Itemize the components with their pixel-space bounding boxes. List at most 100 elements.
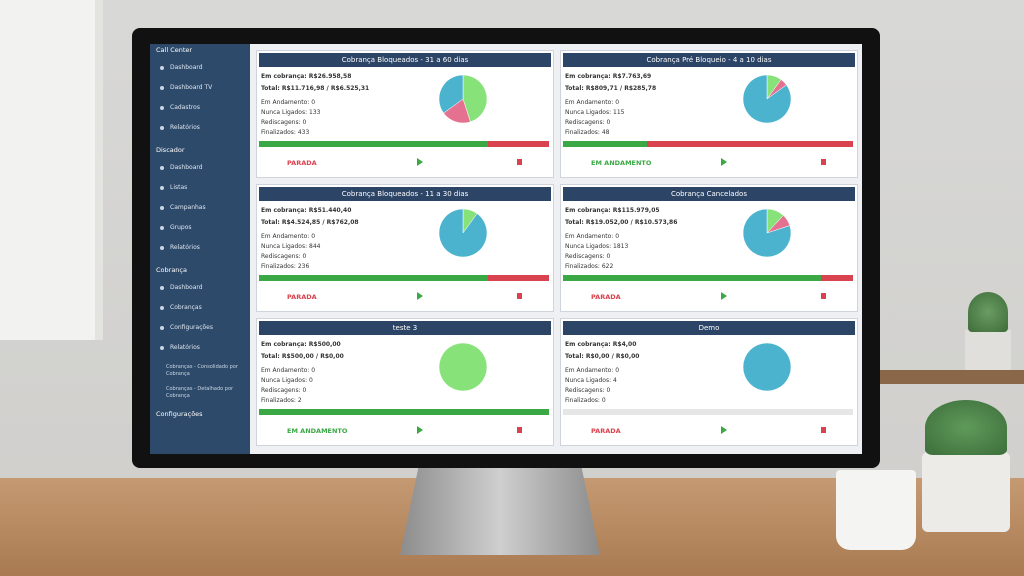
progress-segment: [563, 275, 822, 281]
menu-item[interactable]: Dashboard: [160, 284, 203, 291]
stat: Rediscagens: 0: [565, 387, 611, 394]
card: Cobrança Bloqueados - 31 a 60 dias Em cob…: [256, 50, 554, 178]
total: Total: R$11.716,98 / R$6.525,31: [261, 85, 370, 92]
stat: Rediscagens: 0: [261, 387, 307, 394]
menu-item[interactable]: Grupos: [160, 224, 192, 231]
progress-segment: [259, 141, 489, 147]
stat: Nunca Ligados: 133: [261, 109, 321, 116]
delete-button[interactable]: [517, 427, 522, 433]
menu-item[interactable]: Dashboard TV: [160, 84, 212, 91]
play-button[interactable]: [721, 292, 727, 300]
menu-item[interactable]: Relatórios: [160, 344, 200, 351]
pie-chart: [742, 74, 792, 124]
stat: Finalizados: 48: [565, 129, 610, 136]
status: PARADA: [591, 427, 621, 435]
delete-button[interactable]: [821, 159, 826, 165]
menu-item[interactable]: Relatórios: [160, 124, 200, 131]
status: EM ANDAMENTO: [591, 159, 652, 167]
pie-slice: [742, 342, 792, 392]
progress-bar: [259, 275, 549, 281]
em-cobranca: Em cobrança: R$500,00: [261, 341, 341, 348]
stat: Rediscagens: 0: [565, 119, 611, 126]
sidebar: Call Center Dashboard Dashboard TV Cadastro…: [150, 44, 250, 454]
em-cobranca: Em cobrança: R$51.440,40: [261, 207, 352, 214]
menu-item[interactable]: Relatórios: [160, 244, 200, 251]
delete-button[interactable]: [517, 159, 522, 165]
stat: Finalizados: 433: [261, 129, 310, 136]
stat: Rediscagens: 0: [261, 253, 307, 260]
section-title: Configurações: [156, 410, 203, 418]
stat: Rediscagens: 0: [261, 119, 307, 126]
progress-segment: [259, 409, 549, 415]
delete-button[interactable]: [821, 293, 826, 299]
play-button[interactable]: [721, 158, 727, 166]
window: [0, 0, 103, 340]
total: Total: R$500,00 / R$0,00: [261, 353, 344, 360]
menu-item[interactable]: Cobranças: [160, 304, 202, 311]
progress-segment: [488, 275, 549, 281]
menu-item[interactable]: Configurações: [160, 324, 213, 331]
play-button[interactable]: [417, 426, 423, 434]
stat: Nunca Ligados: 1813: [565, 243, 629, 250]
stat: Finalizados: 236: [261, 263, 310, 270]
card: Cobrança Bloqueados - 11 a 30 dias Em cob…: [256, 184, 554, 312]
stat: Nunca Ligados: 844: [261, 243, 321, 250]
card-title: teste 3: [259, 321, 551, 335]
menu-item[interactable]: Cadastros: [160, 104, 200, 111]
status: PARADA: [591, 293, 621, 301]
total: Total: R$0,00 / R$0,00: [565, 353, 640, 360]
progress-segment: [488, 141, 549, 147]
stat: Rediscagens: 0: [565, 253, 611, 260]
pie-slice: [742, 208, 792, 258]
stat: Em Andamento: 0: [261, 367, 316, 374]
progress-segment: [563, 141, 648, 147]
section-title: Cobrança: [156, 266, 187, 274]
progress-bar: [563, 275, 853, 281]
stat: Nunca Ligados: 4: [565, 377, 617, 384]
progress-segment: [821, 275, 853, 281]
total: Total: R$4.524,85 / R$762,08: [261, 219, 359, 226]
delete-button[interactable]: [517, 293, 522, 299]
stat: Finalizados: 0: [565, 397, 606, 404]
pie-slice: [742, 74, 792, 124]
pie-slice: [438, 74, 464, 114]
card-title: Demo: [563, 321, 855, 335]
plant: [925, 400, 1007, 455]
em-cobranca: Em cobrança: R$26.958,58: [261, 73, 352, 80]
plant-pot: [922, 452, 1010, 532]
pie-chart: [438, 74, 488, 124]
stat: Finalizados: 2: [261, 397, 302, 404]
em-cobranca: Em cobrança: R$7.763,69: [565, 73, 652, 80]
monitor-stand: [400, 460, 600, 555]
submenu-item[interactable]: Cobranças - Detalhado por Cobrança: [166, 386, 234, 399]
pie-slice: [438, 342, 488, 392]
play-button[interactable]: [721, 426, 727, 434]
mug: [836, 470, 916, 550]
progress-segment: [647, 141, 853, 147]
progress-bar: [563, 409, 853, 415]
submenu-item[interactable]: Cobranças - Consolidado por Cobrança: [166, 364, 238, 377]
status: PARADA: [287, 159, 317, 167]
pie-chart: [438, 342, 488, 392]
pie-chart: [438, 208, 488, 258]
delete-button[interactable]: [821, 427, 826, 433]
menu-item[interactable]: Listas: [160, 184, 187, 191]
play-button[interactable]: [417, 158, 423, 166]
plant-pot: [965, 330, 1011, 370]
stat: Nunca Ligados: 115: [565, 109, 625, 116]
play-button[interactable]: [417, 292, 423, 300]
dashboard: Cobrança Bloqueados - 31 a 60 dias Em cob…: [250, 44, 862, 454]
menu-item[interactable]: Dashboard: [160, 64, 203, 71]
menu-item[interactable]: Campanhas: [160, 204, 206, 211]
screen: Call Center Dashboard Dashboard TV Cadastro…: [150, 44, 862, 454]
section-title: Discador: [156, 146, 185, 154]
stat: Em Andamento: 0: [261, 99, 316, 106]
progress-segment: [259, 275, 489, 281]
pie-slice: [438, 208, 488, 258]
em-cobranca: Em cobrança: R$115.979,05: [565, 207, 660, 214]
progress-bar: [563, 141, 853, 147]
menu-item[interactable]: Dashboard: [160, 164, 203, 171]
card: Cobrança Pré Bloqueio - 4 a 10 dias Em co…: [560, 50, 858, 178]
status: EM ANDAMENTO: [287, 427, 348, 435]
